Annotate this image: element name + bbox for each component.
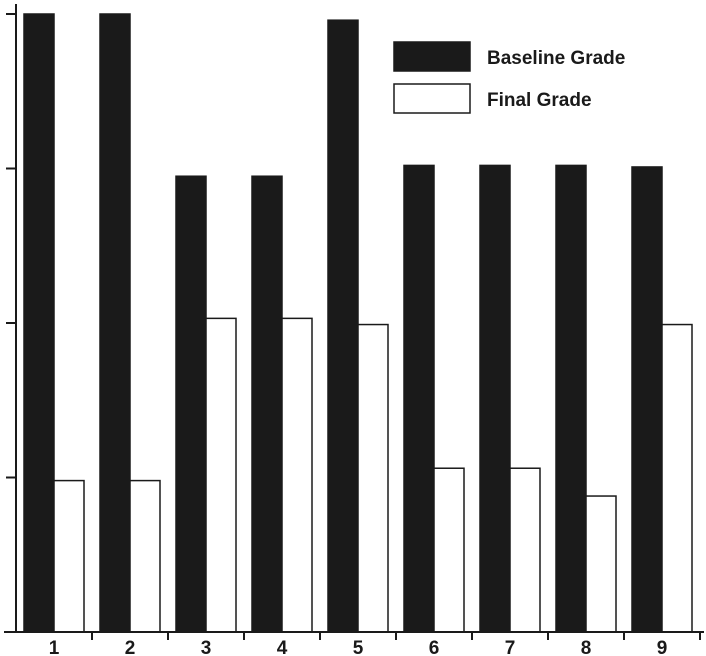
x-tick-label-7: 7 bbox=[505, 638, 516, 656]
bar-final-9 bbox=[661, 323, 693, 633]
bar-baseline-1 bbox=[23, 13, 55, 633]
x-tick-label-2: 2 bbox=[125, 638, 136, 656]
x-ticks-group: 1 2 3 4 5 6 7 8 9 bbox=[49, 632, 701, 656]
x-tick-label-4: 4 bbox=[277, 638, 288, 656]
legend-label-final: Final Grade bbox=[487, 90, 592, 111]
bar-final-6 bbox=[433, 467, 465, 633]
bar-baseline-6 bbox=[403, 164, 435, 633]
bar-final-7 bbox=[509, 467, 541, 633]
bar-final-2 bbox=[129, 479, 161, 633]
bar-final-8 bbox=[585, 495, 617, 633]
bar-baseline-3 bbox=[175, 175, 207, 633]
x-tick-label-8: 8 bbox=[581, 638, 592, 656]
legend-swatch-baseline bbox=[393, 41, 471, 72]
bar-baseline-2 bbox=[99, 13, 131, 633]
y-ticks-group bbox=[6, 13, 16, 479]
bar-baseline-7 bbox=[479, 164, 511, 633]
bar-final-5 bbox=[357, 323, 389, 633]
legend-swatch-final bbox=[393, 83, 471, 114]
bar-baseline-4 bbox=[251, 175, 283, 633]
bar-baseline-9 bbox=[631, 166, 663, 633]
x-tick-label-3: 3 bbox=[201, 638, 212, 656]
bar-final-4 bbox=[281, 317, 313, 633]
x-tick-label-1: 1 bbox=[49, 638, 60, 656]
x-tick-label-6: 6 bbox=[429, 638, 440, 656]
bar-final-3 bbox=[205, 317, 237, 633]
bar-final-1 bbox=[53, 479, 85, 633]
bar-baseline-5 bbox=[327, 19, 359, 633]
legend-label-baseline: Baseline Grade bbox=[487, 48, 625, 69]
bars-group bbox=[23, 13, 693, 633]
x-tick-label-9: 9 bbox=[657, 638, 668, 656]
bar-baseline-8 bbox=[555, 164, 587, 633]
legend: Baseline Grade Final Grade bbox=[393, 41, 625, 114]
x-tick-label-5: 5 bbox=[353, 638, 364, 656]
